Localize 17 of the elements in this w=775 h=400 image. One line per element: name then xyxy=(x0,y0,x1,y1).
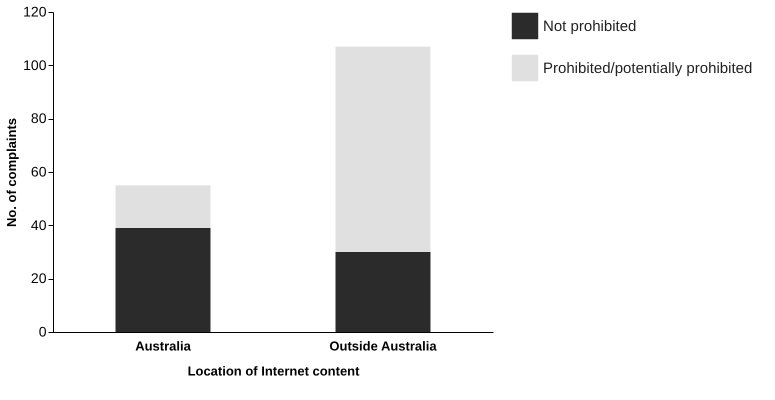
bar xyxy=(336,252,430,332)
y-axis-title: No. of complaints xyxy=(4,118,20,228)
x-tick-label: Australia xyxy=(135,338,192,354)
y-tick-label: 100 xyxy=(23,56,47,73)
y-tick-label: 40 xyxy=(30,216,47,233)
legend-label: Prohibited/potentially prohibited xyxy=(543,60,752,77)
y-tick-label: 20 xyxy=(30,270,47,286)
legend-label: Not prohibited xyxy=(543,18,636,35)
bar xyxy=(116,185,210,228)
y-tick-label: 0 xyxy=(38,324,47,340)
y-tick-label: 80 xyxy=(30,110,47,126)
bar xyxy=(116,228,210,332)
y-tick-label: 60 xyxy=(30,164,47,180)
bar xyxy=(336,46,430,252)
x-tick-label: Outside Australia xyxy=(329,338,438,354)
y-tick-label: 120 xyxy=(23,4,47,20)
x-axis-title: Location of Internet content xyxy=(188,364,360,378)
